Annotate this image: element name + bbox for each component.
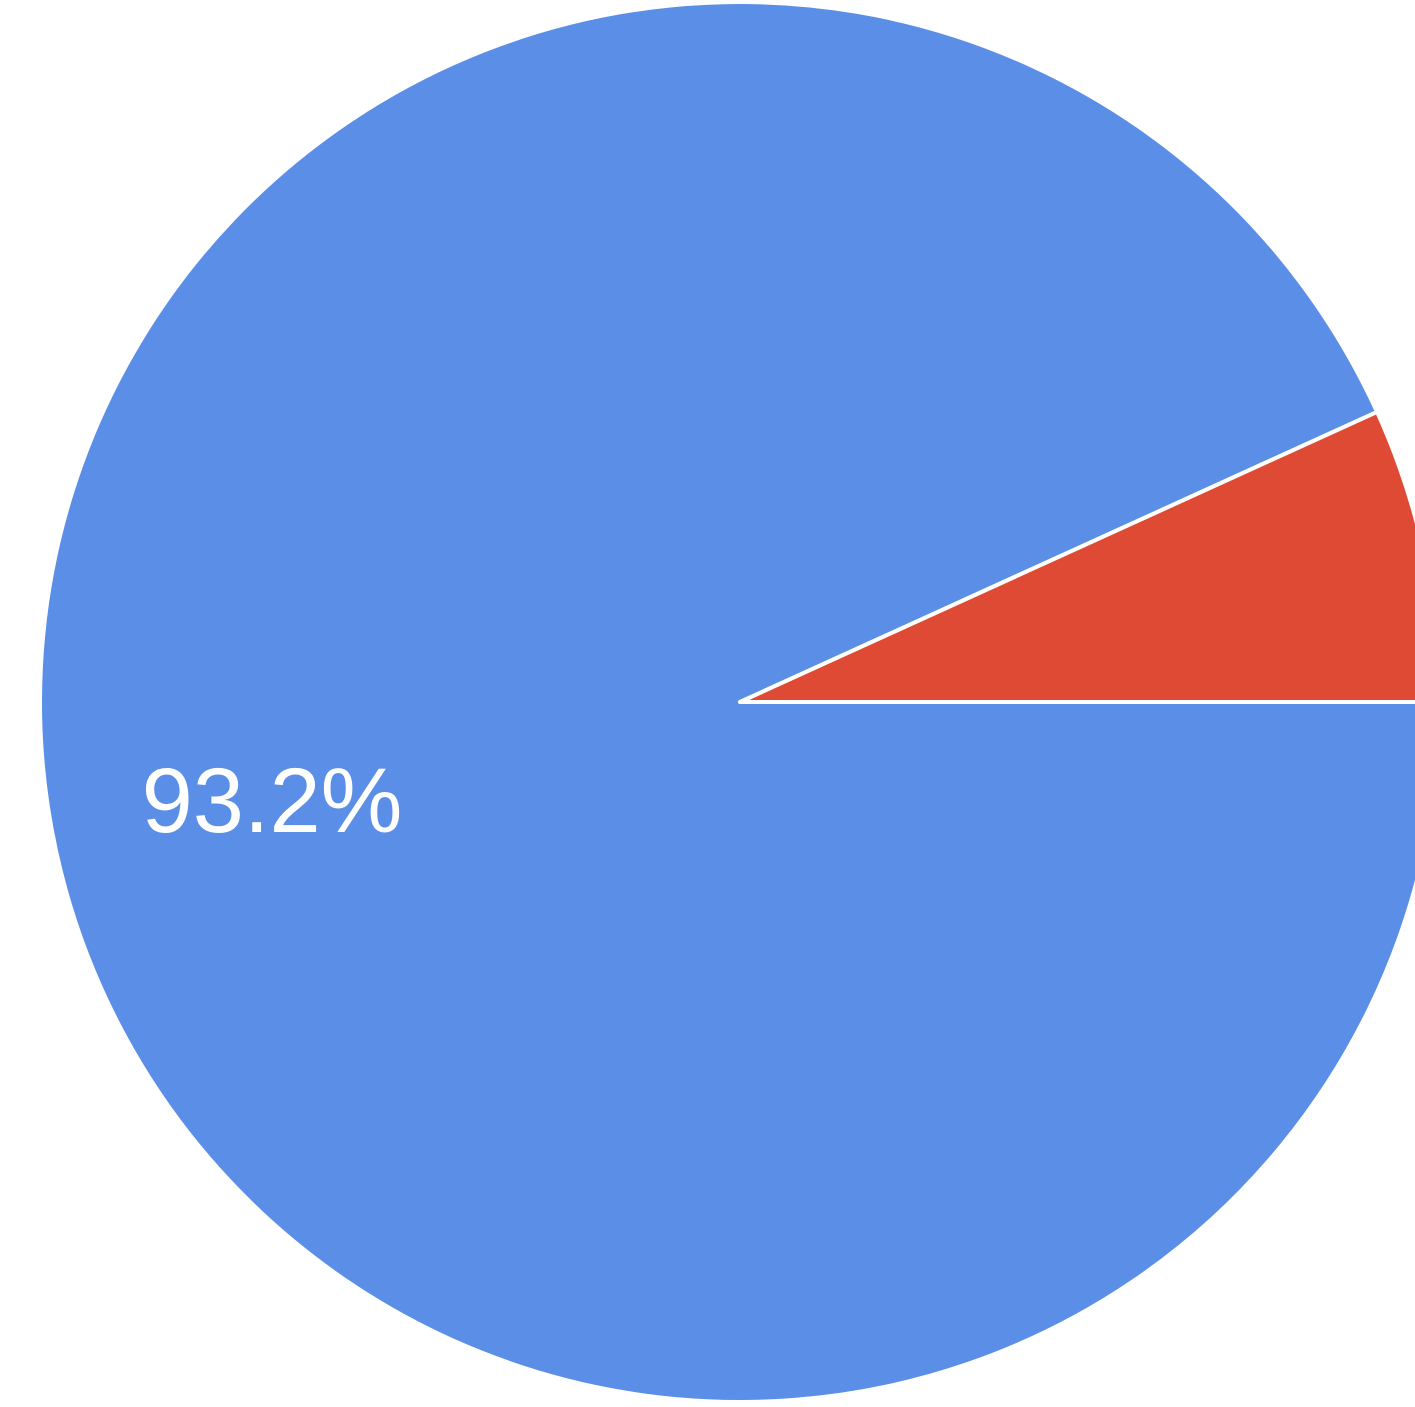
pie-slice-small (738, 409, 1415, 704)
pie-slice-large (38, 0, 1415, 1405)
pie-slice-large-label: 93.2% (142, 750, 403, 852)
pie-slices (38, 0, 1415, 1405)
pie-labels: 93.2% (142, 750, 403, 852)
